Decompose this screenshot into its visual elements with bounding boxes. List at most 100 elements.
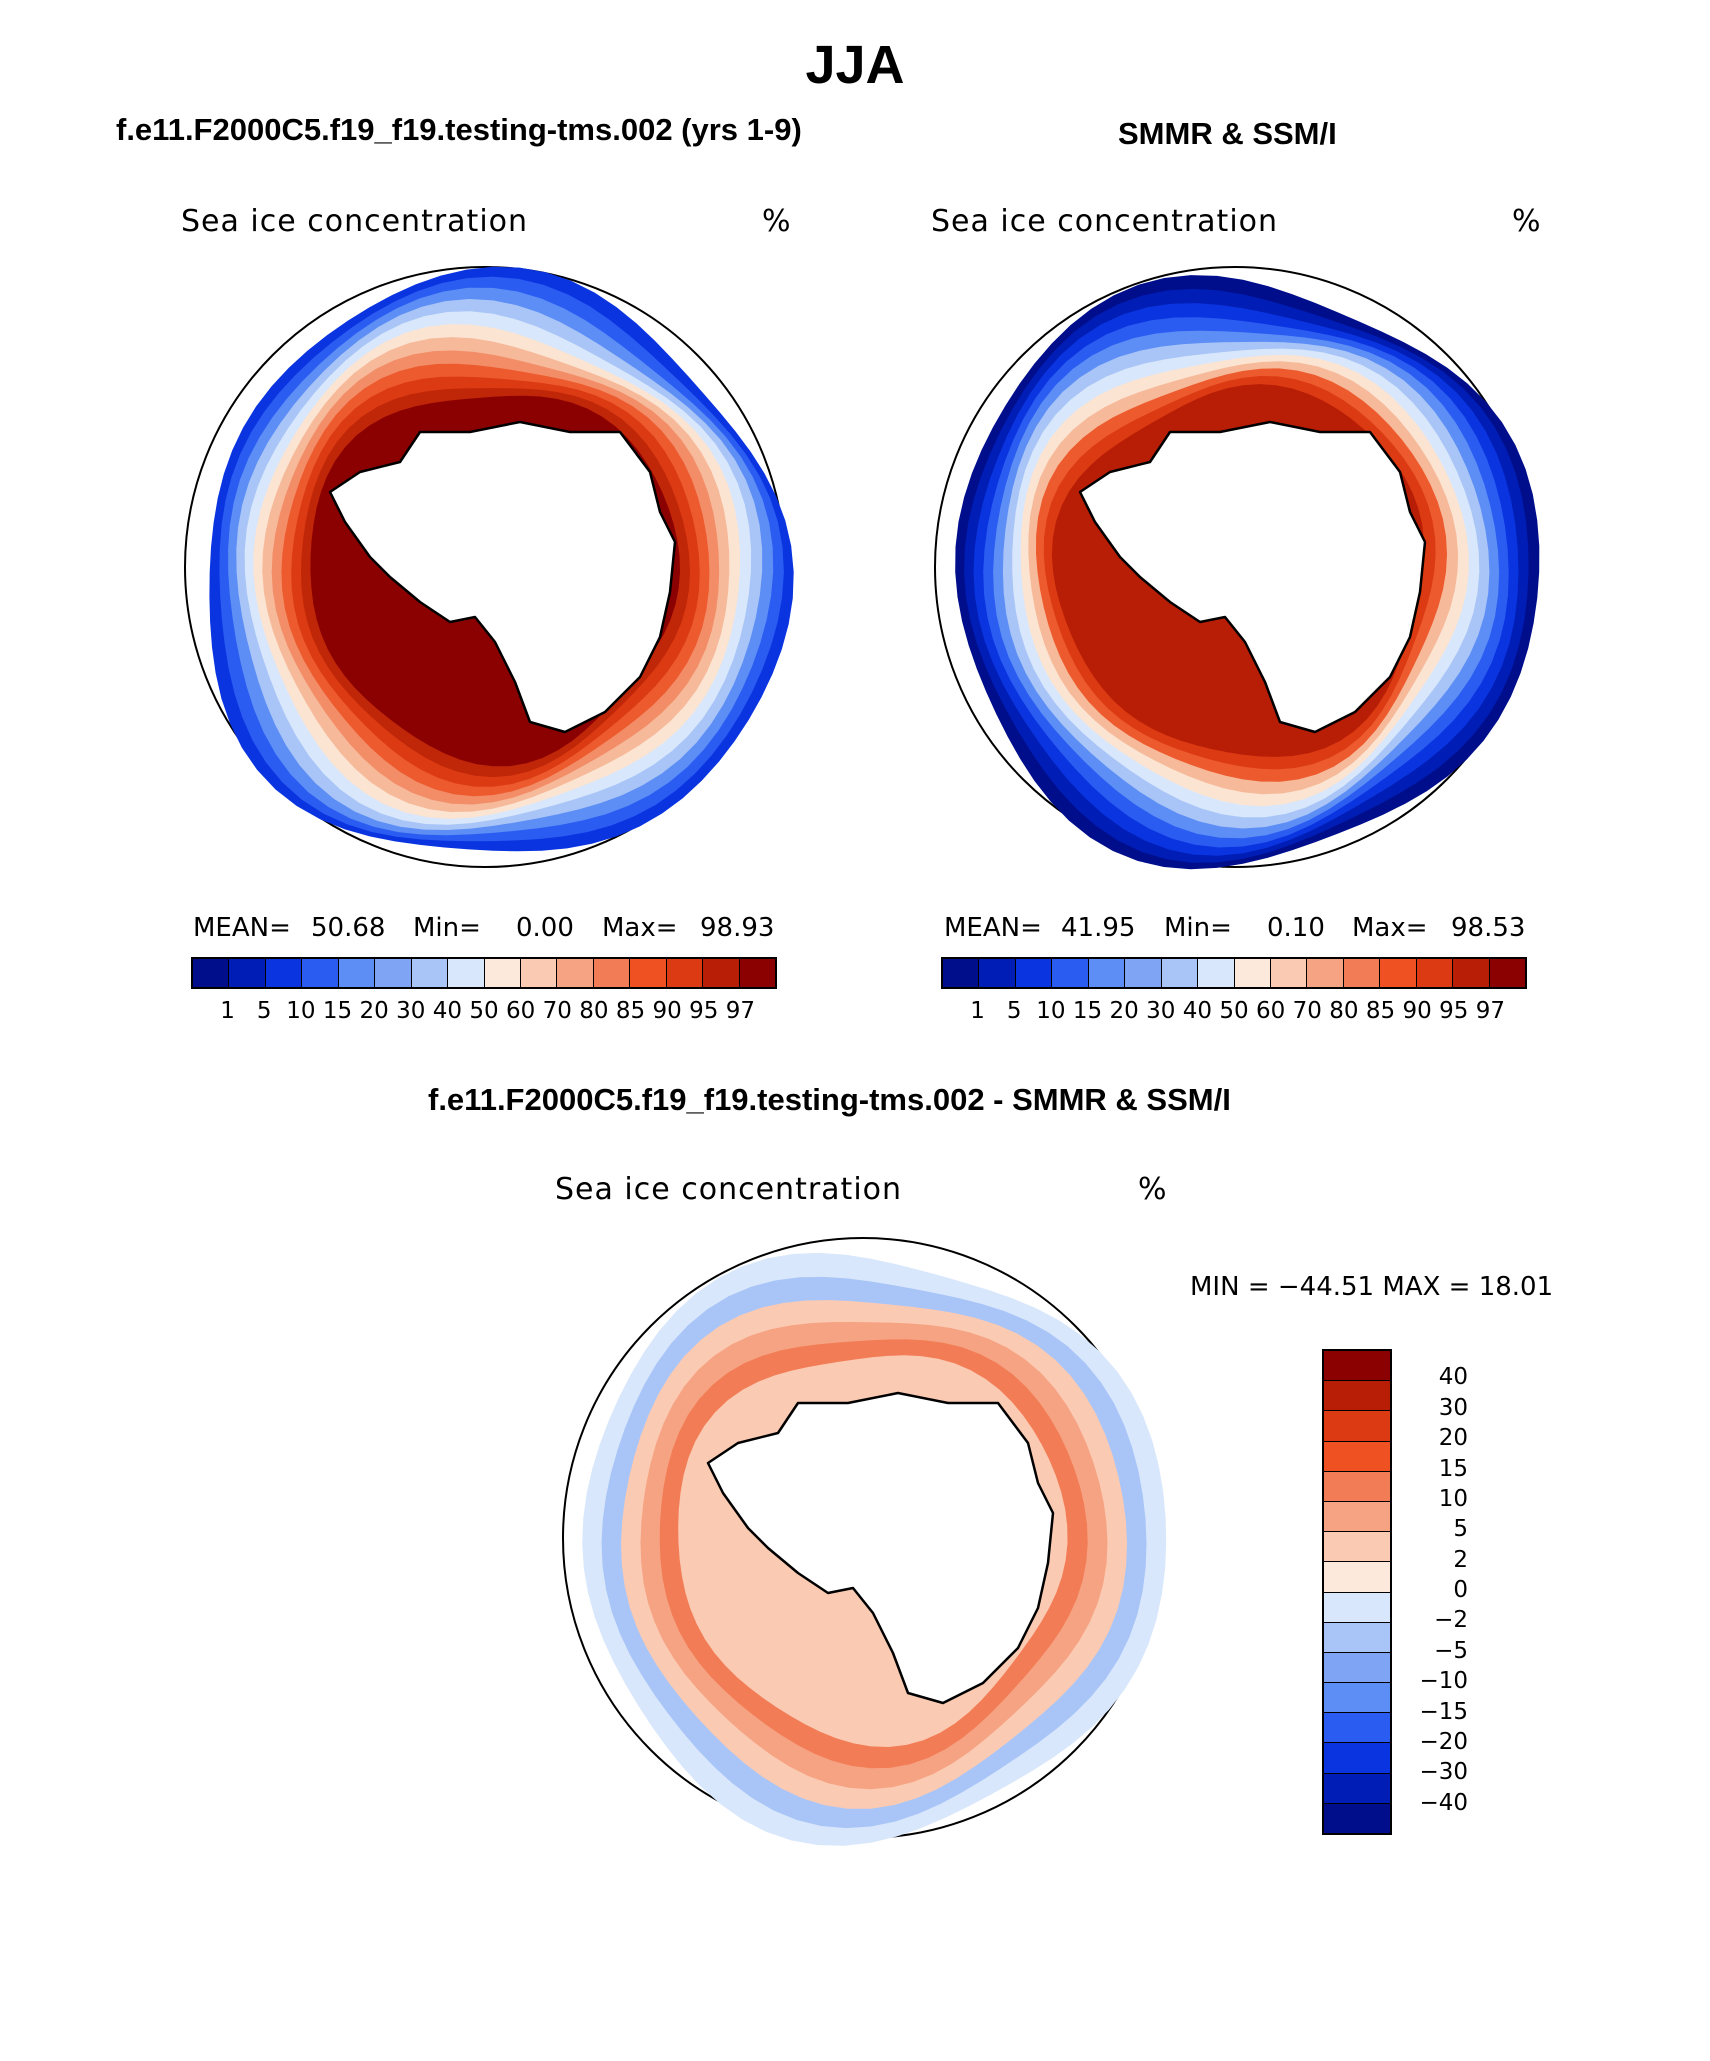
difference-colorbar-tick-label: 2 xyxy=(1453,1546,1468,1573)
difference-polar-map xyxy=(562,1237,1167,1846)
difference-colorbar-tick-label: −40 xyxy=(1419,1789,1468,1816)
colorbar-swatch xyxy=(1306,959,1343,987)
panel-2-polar-map xyxy=(934,266,1540,870)
colorbar-swatch xyxy=(665,959,703,987)
colorbar-tick-label: 30 xyxy=(396,998,426,1024)
difference-colorbar-tick-label: −15 xyxy=(1419,1698,1468,1725)
colorbar-swatch xyxy=(556,959,593,987)
colorbar-tick-label: 90 xyxy=(1402,998,1432,1024)
colorbar-tick-label: 80 xyxy=(579,998,609,1024)
panel-1-mean-label: MEAN= xyxy=(193,913,291,943)
colorbar-tick-label: 97 xyxy=(1475,998,1506,1024)
colorbar-tick-label: 60 xyxy=(1255,998,1286,1024)
difference-colorbar-swatch xyxy=(1324,1440,1390,1471)
colorbar-tick-label: 95 xyxy=(1439,998,1469,1024)
colorbar-tick-label: 50 xyxy=(469,998,499,1024)
difference-colorbar-swatch xyxy=(1324,1380,1390,1411)
panel-2-min-value: 0.10 xyxy=(1267,913,1325,943)
colorbar-tick-label: 90 xyxy=(652,998,682,1024)
colorbar-tick-label: 10 xyxy=(1036,998,1066,1024)
difference-colorbar-tick-label: −30 xyxy=(1419,1759,1468,1786)
panel-1-colorbar xyxy=(191,957,777,989)
colorbar-swatch xyxy=(1415,959,1453,987)
colorbar-tick-label: 15 xyxy=(1072,998,1103,1024)
antarctica-coastline xyxy=(328,420,677,734)
colorbar-tick-label: 30 xyxy=(1146,998,1176,1024)
antarctica-coastline xyxy=(706,1391,1055,1705)
panel-1-mean-value: 50.68 xyxy=(311,913,386,943)
colorbar-swatch xyxy=(483,959,520,987)
colorbar-swatch xyxy=(193,959,229,987)
panel-1-title: f.e11.F2000C5.f19_f19.testing-tms.002 (y… xyxy=(116,112,802,147)
difference-colorbar-swatch xyxy=(1324,1802,1390,1833)
difference-colorbar-tick-label: 20 xyxy=(1438,1425,1468,1452)
difference-colorbar-tick-label: −10 xyxy=(1419,1668,1468,1695)
colorbar-tick-label: 20 xyxy=(1109,998,1139,1024)
colorbar-tick-label: 1 xyxy=(220,998,235,1024)
colorbar-tick-label: 5 xyxy=(1006,998,1022,1024)
colorbar-swatch xyxy=(1269,959,1307,987)
colorbar-swatch xyxy=(1233,959,1270,987)
panel-1-min-label: Min= xyxy=(413,913,481,943)
panel-2-min-label: Min= xyxy=(1164,913,1232,943)
panel-2-title: SMMR & SSM/I xyxy=(1118,116,1337,151)
difference-variable-label: Sea ice concentration xyxy=(555,1172,903,1207)
colorbar-swatch xyxy=(1452,959,1489,987)
panel-2-mean-value: 41.95 xyxy=(1061,913,1136,943)
colorbar-tick-label: 70 xyxy=(542,998,572,1024)
panel-2-units-label: % xyxy=(1512,204,1542,239)
antarctica-coastline xyxy=(1078,420,1427,734)
difference-min-max: MIN = −44.51 MAX = 18.01 xyxy=(1190,1272,1554,1302)
colorbar-swatch xyxy=(228,959,265,987)
difference-colorbar-tick-label: −2 xyxy=(1434,1607,1468,1634)
panel-2-colorbar xyxy=(941,957,1527,989)
colorbar-swatch xyxy=(1197,959,1234,987)
difference-colorbar-swatch xyxy=(1324,1351,1390,1381)
panel-2-variable-label: Sea ice concentration xyxy=(931,204,1279,239)
difference-colorbar-tick-label: −5 xyxy=(1434,1637,1468,1664)
difference-colorbar-tick-label: 10 xyxy=(1438,1485,1468,1512)
colorbar-swatch xyxy=(410,959,448,987)
difference-colorbar-swatch xyxy=(1324,1561,1390,1592)
colorbar-swatch xyxy=(1051,959,1088,987)
difference-colorbar-swatch xyxy=(1324,1621,1390,1652)
difference-colorbar-swatch xyxy=(1324,1500,1390,1532)
panel-1-units-label: % xyxy=(762,204,792,239)
colorbar-tick-label: 70 xyxy=(1292,998,1322,1024)
colorbar-tick-label: 85 xyxy=(1365,998,1396,1024)
colorbar-swatch xyxy=(374,959,411,987)
colorbar-tick-label: 97 xyxy=(725,998,756,1024)
panel-1-max-label: Max= xyxy=(602,913,678,943)
difference-colorbar-tick-label: 0 xyxy=(1453,1577,1468,1603)
difference-units-label: % xyxy=(1138,1172,1168,1207)
difference-colorbar-swatch xyxy=(1324,1742,1390,1773)
panel-1-min-value: 0.00 xyxy=(516,913,574,943)
panel-2-mean-label: MEAN= xyxy=(944,913,1042,943)
difference-colorbar-tick-label: 15 xyxy=(1438,1455,1468,1482)
colorbar-swatch xyxy=(1014,959,1052,987)
colorbar-swatch xyxy=(1379,959,1416,987)
colorbar-tick-label: 10 xyxy=(286,998,316,1024)
colorbar-swatch xyxy=(592,959,630,987)
colorbar-tick-label: 1 xyxy=(970,998,985,1024)
colorbar-swatch xyxy=(337,959,375,987)
colorbar-swatch xyxy=(738,959,775,987)
panel-1-max-value: 98.93 xyxy=(700,913,775,943)
colorbar-swatch xyxy=(702,959,739,987)
difference-colorbar-tick-label: 40 xyxy=(1438,1364,1468,1391)
difference-colorbar-swatch xyxy=(1324,1712,1390,1743)
difference-colorbar-swatch xyxy=(1324,1470,1390,1501)
difference-colorbar-swatch xyxy=(1324,1651,1390,1683)
colorbar-tick-label: 20 xyxy=(359,998,389,1024)
colorbar-swatch xyxy=(301,959,338,987)
difference-colorbar-swatch xyxy=(1324,1682,1390,1713)
colorbar-tick-label: 15 xyxy=(322,998,353,1024)
colorbar-tick-label: 60 xyxy=(505,998,536,1024)
colorbar-tick-label: 95 xyxy=(689,998,719,1024)
panel-1-variable-label: Sea ice concentration xyxy=(181,204,529,239)
difference-colorbar-swatch xyxy=(1324,1591,1390,1622)
colorbar-swatch xyxy=(1087,959,1125,987)
colorbar-swatch xyxy=(1160,959,1198,987)
difference-colorbar-swatch xyxy=(1324,1531,1390,1562)
colorbar-swatch xyxy=(1124,959,1161,987)
